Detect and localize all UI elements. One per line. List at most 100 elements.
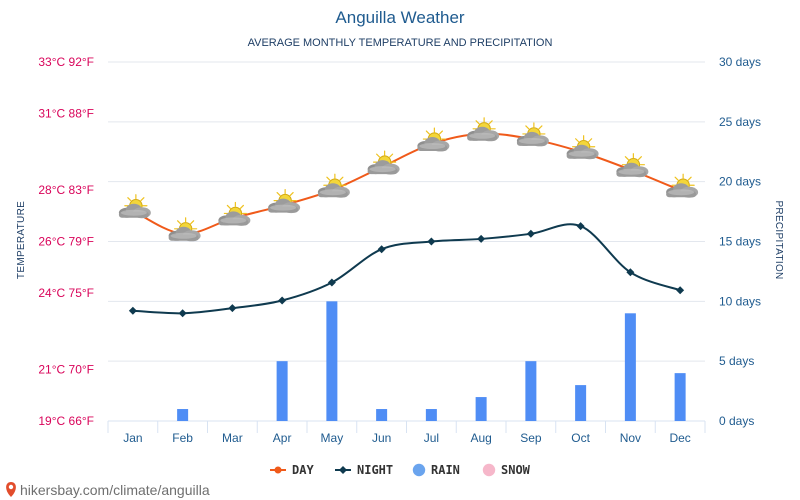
temperature-lines <box>128 130 685 318</box>
chart-title: Anguilla Weather <box>335 8 464 27</box>
partly-cloudy-icon <box>118 194 151 219</box>
grid-layer <box>107 61 706 433</box>
sun-ray <box>226 204 231 210</box>
legend-label: NIGHT <box>357 463 393 477</box>
right-axis-label: 30 days <box>719 55 761 69</box>
right-axis-label: 0 days <box>719 414 754 428</box>
sun-ray <box>624 156 629 161</box>
cloud-highlight <box>419 143 446 150</box>
sun-ray <box>637 156 642 161</box>
legend-label: SNOW <box>501 463 531 477</box>
night-line <box>132 223 681 315</box>
partly-cloudy-icon <box>566 135 599 160</box>
rain-bar <box>326 301 338 421</box>
cloud-highlight <box>369 166 396 173</box>
sun-ray <box>389 153 394 158</box>
right-axis-label: 20 days <box>719 175 761 189</box>
rain-bar <box>475 397 487 421</box>
cloud-highlight <box>518 137 545 144</box>
x-axis-label: Aug <box>470 431 491 445</box>
night-point <box>427 237 436 246</box>
x-axis-label: Apr <box>273 431 292 445</box>
x-axis-label: Jul <box>424 431 439 445</box>
sun-ray <box>376 153 381 158</box>
night-point <box>178 309 187 318</box>
sun-ray <box>127 197 132 202</box>
day-line <box>132 132 681 235</box>
rain-bars <box>177 301 686 421</box>
rain-bar <box>177 409 189 421</box>
left-axis-label: 24°C 75°F <box>38 286 94 300</box>
right-axis-label: 25 days <box>719 115 761 129</box>
night-point <box>576 222 585 231</box>
cloud-highlight <box>120 209 147 216</box>
source-credit: hikersbay.com/climate/anguilla <box>6 482 210 498</box>
partly-cloudy-icon <box>268 189 301 214</box>
x-axis-label: Feb <box>172 431 193 445</box>
sun-ray <box>525 125 530 130</box>
legend-item-day: DAY <box>270 463 314 477</box>
sun-ray <box>674 176 679 181</box>
x-axis-label: Dec <box>669 431 690 445</box>
right-axis-title: PRECIPITATION <box>773 200 784 279</box>
cloud-highlight <box>319 189 346 196</box>
legend-marker <box>274 466 282 474</box>
night-point <box>128 306 137 315</box>
legend-marker <box>339 466 347 474</box>
sun-ray <box>177 220 182 225</box>
rain-bar <box>276 361 288 421</box>
left-axis-label: 19°C 66°F <box>38 414 94 428</box>
right-axis-label: 5 days <box>719 354 754 368</box>
partly-cloudy-icon <box>516 122 549 147</box>
rain-bar <box>525 361 537 421</box>
legend-marker <box>482 463 496 477</box>
x-axis-label: Jan <box>123 431 142 445</box>
night-point <box>327 278 336 287</box>
rain-bar <box>376 409 388 421</box>
night-point <box>228 304 237 313</box>
legend: DAY NIGHT RAIN SNOW <box>270 463 531 477</box>
location-pin-icon <box>6 482 16 497</box>
x-axis-label: Nov <box>620 431 641 445</box>
sun-ray <box>488 120 493 125</box>
cloud-highlight <box>270 204 297 211</box>
partly-cloudy-icon <box>367 150 400 175</box>
night-point <box>676 286 685 295</box>
cloud-highlight <box>220 217 247 224</box>
legend-label: RAIN <box>431 463 460 477</box>
partly-cloudy-icon <box>616 153 649 178</box>
x-axis-label: Mar <box>222 431 243 445</box>
left-axis-label: 28°C 83°F <box>38 183 94 197</box>
axis-labels: 19°C 66°F 21°C 70°F 24°C 75°F 26°C 79°F 28°C… <box>38 55 761 445</box>
location-pin-hole <box>8 484 14 490</box>
sun-ray <box>538 125 543 130</box>
night-point <box>477 234 486 243</box>
night-point <box>526 229 535 238</box>
source-link: hikersbay.com/climate/anguilla <box>20 482 210 498</box>
rain-bar <box>674 373 686 421</box>
left-axis-label: 21°C 70°F <box>38 363 94 377</box>
left-axis-label: 33°C 92°F <box>38 55 94 69</box>
sun-ray <box>289 192 294 197</box>
partly-cloudy-icon <box>666 173 699 198</box>
sun-ray <box>425 130 430 135</box>
left-axis-label: 26°C 79°F <box>38 235 94 249</box>
sun-ray <box>687 176 692 181</box>
right-axis-label: 15 days <box>719 235 761 249</box>
sun-ray <box>575 138 580 143</box>
x-axis-label: Jun <box>372 431 391 445</box>
sun-ray <box>276 192 281 197</box>
sun-ray <box>140 197 145 202</box>
partly-cloudy-icon <box>168 217 201 242</box>
cloud-highlight <box>568 150 595 157</box>
x-axis-label: May <box>321 431 344 445</box>
partly-cloudy-icon <box>218 201 251 226</box>
legend-marker <box>412 463 426 477</box>
partly-cloudy-icon <box>417 127 450 152</box>
rain-bar <box>575 385 587 421</box>
night-point <box>377 245 386 254</box>
partly-cloudy-icon <box>467 117 500 142</box>
cloud-highlight <box>618 168 645 175</box>
sun-ray <box>438 130 443 135</box>
